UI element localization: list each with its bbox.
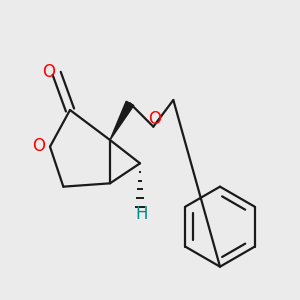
- Text: O: O: [148, 110, 161, 128]
- Polygon shape: [110, 101, 134, 140]
- Text: O: O: [42, 63, 55, 81]
- Text: O: O: [32, 137, 45, 155]
- Text: H: H: [135, 205, 148, 223]
